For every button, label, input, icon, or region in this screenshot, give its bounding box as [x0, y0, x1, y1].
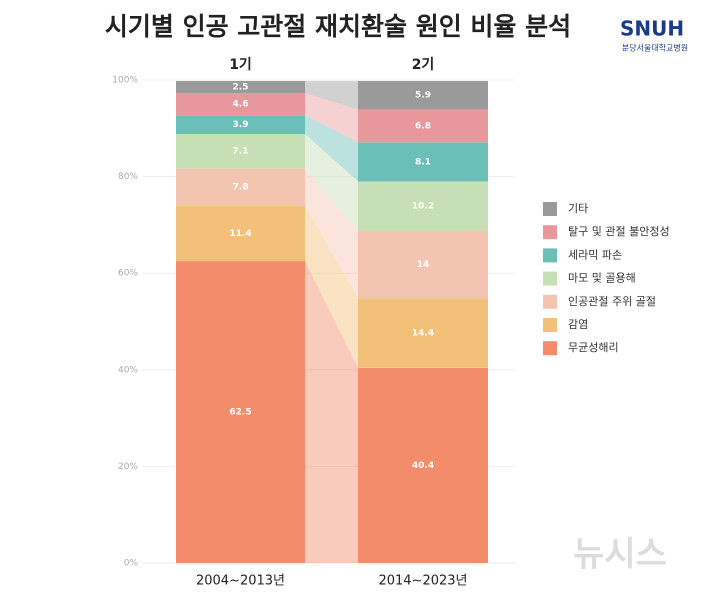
legend-swatch	[543, 294, 557, 309]
connector-band	[305, 168, 358, 299]
connector-band	[305, 93, 358, 143]
bar-segment	[358, 367, 488, 563]
legend-label: 감염	[568, 318, 588, 331]
legend-label: 인공관절 주위 골절	[568, 295, 656, 308]
bar-segment	[358, 298, 488, 368]
bar-segment	[358, 80, 488, 110]
connector-band	[305, 261, 358, 563]
connector-band	[305, 80, 358, 110]
data-label: 14.4	[412, 329, 434, 339]
bar-segment	[176, 261, 305, 563]
group-label: 2기	[412, 57, 435, 73]
y-tick-label: 40%	[118, 365, 138, 375]
legend-label: 탈구 및 관절 불안정성	[568, 225, 670, 238]
data-label: 5.9	[415, 91, 431, 101]
y-tick-label: 0%	[124, 559, 139, 569]
legend-swatch	[543, 271, 557, 286]
legend-label: 세라믹 파손	[568, 248, 622, 261]
chart-title: 시기별 인공 고관절 재치환술 원인 비율 분석	[105, 12, 571, 41]
connector-band	[305, 115, 358, 182]
bar-segment	[176, 80, 305, 94]
legend-label: 무균성해리	[568, 340, 619, 354]
legend-swatch	[543, 225, 557, 240]
bar-segment	[358, 109, 488, 143]
data-label: 14	[417, 260, 430, 270]
legend-label: 기타	[568, 202, 588, 215]
data-label: 62.5	[229, 408, 251, 418]
legend-swatch	[543, 202, 557, 216]
bar-segment	[358, 142, 488, 182]
watermark: 뉴시스	[573, 535, 667, 575]
bar-segment	[176, 168, 305, 207]
x-tick-label: 2004~2013년	[196, 574, 285, 589]
connector-band	[305, 206, 358, 368]
x-tick-label: 2014~2023년	[378, 574, 467, 589]
logo-subtitle: 분당서울대학교병원	[622, 43, 688, 53]
y-tick-label: 20%	[118, 462, 138, 472]
data-label: 40.4	[412, 461, 434, 471]
legend-swatch	[543, 341, 557, 356]
bar-segment	[176, 93, 305, 116]
group-label: 1기	[229, 57, 252, 73]
y-tick-label: 100%	[112, 76, 138, 86]
data-label: 7.1	[233, 147, 249, 157]
bar-segment	[176, 206, 305, 262]
data-label: 6.8	[415, 121, 431, 131]
data-label: 8.1	[415, 157, 431, 167]
data-label: 4.6	[233, 100, 249, 110]
bar-segment	[358, 181, 488, 231]
legend-swatch	[543, 248, 557, 263]
logo-name: SNUH	[620, 17, 684, 41]
y-tick-label: 60%	[118, 269, 138, 279]
y-tick-label: 80%	[118, 172, 138, 182]
connector-band	[305, 134, 358, 231]
data-label: 7.8	[233, 183, 249, 193]
data-label: 2.5	[233, 83, 249, 93]
data-label: 3.9	[233, 120, 249, 130]
legend-label: 마모 및 골용해	[568, 271, 636, 285]
bar-segment	[358, 230, 488, 299]
legend-swatch	[543, 318, 557, 332]
data-label: 11.4	[229, 229, 251, 239]
bar-segment	[176, 115, 305, 135]
bar-segment	[176, 134, 305, 169]
data-label: 10.2	[412, 202, 434, 212]
